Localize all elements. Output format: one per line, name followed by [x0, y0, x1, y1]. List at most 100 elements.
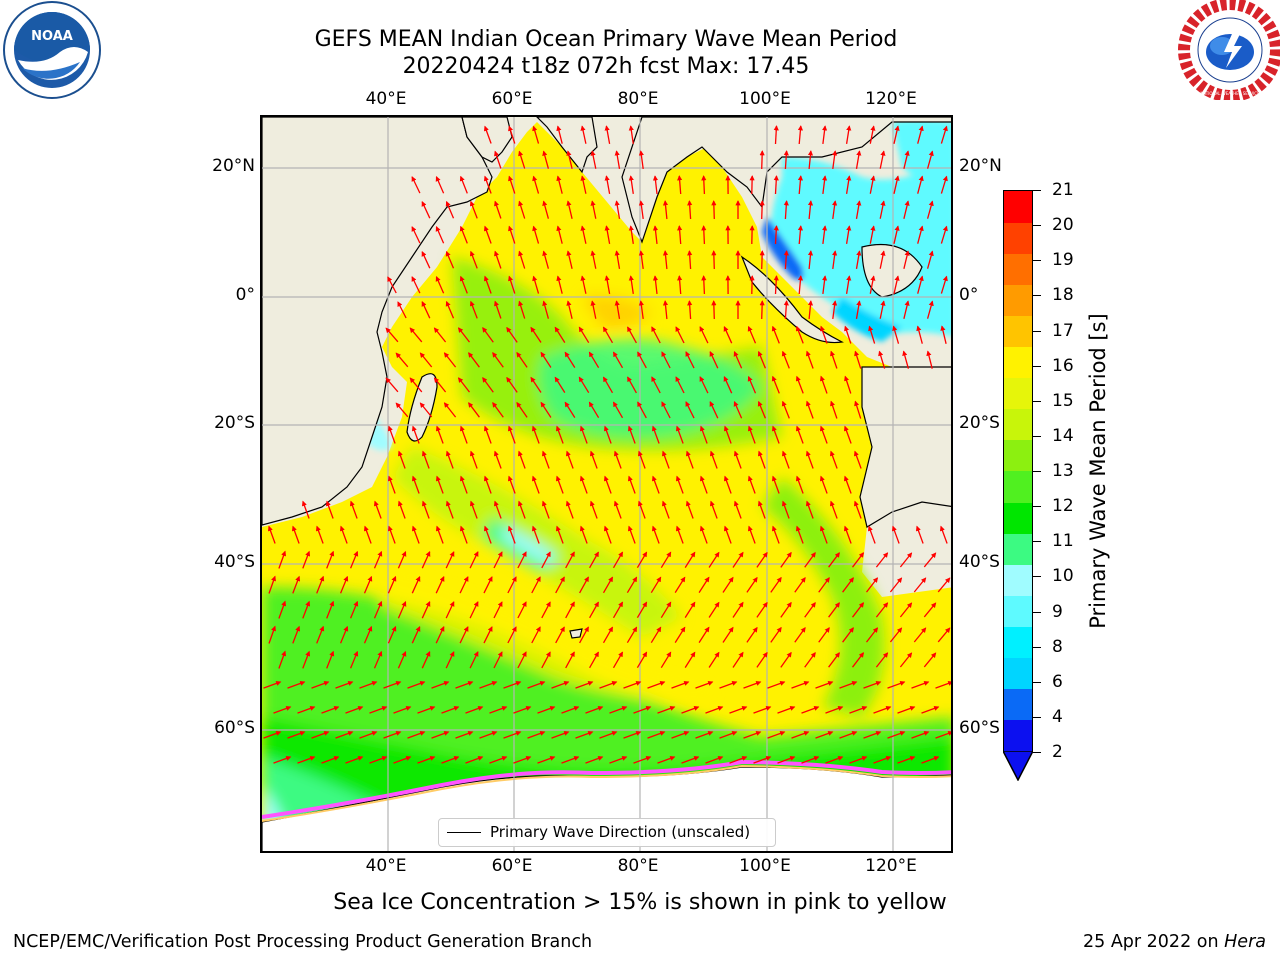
wave-arrow: [677, 175, 683, 195]
wave-arrow: [565, 651, 575, 669]
wave-arrow: [687, 300, 693, 320]
wave-arrow: [565, 500, 574, 519]
wave-arrow: [387, 525, 396, 544]
wave-arrow: [732, 551, 744, 568]
wave-arrow: [445, 651, 455, 669]
wave-arrow: [609, 755, 628, 764]
wave-arrow: [756, 651, 768, 668]
wave-arrow: [780, 601, 792, 618]
wave-arrow: [701, 275, 707, 295]
wave-arrow: [627, 525, 636, 544]
wave-arrow: [431, 730, 450, 739]
wave-arrow: [397, 601, 407, 619]
wave-arrow: [628, 175, 634, 194]
wave-arrow: [479, 680, 498, 689]
wave-arrow: [819, 425, 828, 444]
wave-arrow: [445, 601, 455, 619]
wave-arrow: [821, 175, 828, 194]
wave-arrow: [879, 150, 886, 169]
wave-arrow: [469, 500, 478, 519]
wave-arrow: [302, 550, 311, 569]
wave-arrow: [469, 601, 479, 619]
wave-arrow: [756, 601, 768, 618]
wave-arrow: [771, 425, 780, 444]
wave-arrow: [843, 425, 852, 444]
wave-arrow: [695, 680, 714, 689]
wave-arrow: [851, 602, 865, 618]
wave-arrow: [805, 350, 814, 369]
wave-arrow: [411, 226, 421, 244]
wave-arrow: [637, 401, 647, 419]
wave-arrow: [638, 250, 644, 269]
colorbar-tick-label: 19: [1052, 250, 1074, 271]
wave-arrow: [613, 450, 622, 469]
wave-arrow: [492, 401, 504, 418]
wave-arrow: [612, 601, 624, 619]
wave-arrow: [517, 500, 526, 519]
colorbar-label: Primary Wave Mean Period [s]: [1086, 313, 1110, 629]
wave-arrow: [628, 225, 634, 244]
wave-arrow: [363, 625, 373, 644]
wave-arrow: [723, 376, 733, 394]
wave-arrow: [671, 680, 690, 689]
wave-arrow: [829, 450, 838, 469]
wave-arrow: [845, 275, 852, 295]
wave-arrow: [867, 525, 876, 544]
wave-arrow: [791, 730, 810, 739]
wave-arrow: [839, 730, 858, 739]
wave-arrow: [855, 200, 862, 220]
wave-arrow: [268, 625, 277, 644]
colorbar-tickmark: [1033, 576, 1041, 578]
wave-arrow: [532, 125, 540, 144]
wave-arrow: [421, 500, 430, 519]
wave-arrow: [677, 275, 683, 295]
wave-arrow: [819, 325, 828, 344]
wave-arrow: [345, 755, 364, 764]
wave-arrow: [771, 325, 780, 344]
wave-arrow: [540, 401, 552, 418]
wave-arrow: [636, 601, 648, 619]
wave-arrow: [503, 680, 522, 689]
wave-arrow: [773, 175, 779, 195]
colorbar-segment: [1004, 408, 1032, 441]
wave-arrow: [278, 600, 287, 619]
wave-arrow: [681, 755, 700, 764]
lon-tick-top: 120°E: [865, 89, 917, 109]
colorbar-tick-label: 11: [1052, 531, 1074, 552]
wave-arrow: [845, 125, 852, 145]
wave-arrow: [263, 730, 282, 739]
wave-direction-arrows: [263, 125, 951, 764]
lat-tick-left: 40°S: [214, 552, 255, 572]
wave-arrow: [614, 300, 621, 320]
wave-arrow: [554, 376, 566, 393]
wave-arrow: [268, 575, 277, 594]
wave-arrow: [588, 401, 600, 419]
wave-arrow: [417, 755, 436, 764]
wave-arrow: [828, 552, 840, 568]
wave-arrow: [435, 276, 445, 294]
wave-arrow: [719, 730, 738, 739]
wave-arrow: [551, 730, 570, 739]
wave-arrow: [917, 275, 924, 294]
wave-arrow: [855, 300, 862, 320]
wave-arrow: [542, 300, 550, 319]
wave-arrow: [743, 680, 762, 689]
wave-arrow: [771, 475, 780, 494]
wave-arrow: [863, 680, 882, 689]
wave-arrow: [315, 525, 324, 544]
colorbar-segment: [1004, 315, 1032, 348]
wave-arrow: [940, 125, 948, 144]
wave-arrow: [854, 350, 862, 369]
wave-arrow: [903, 200, 910, 219]
wave-arrow: [657, 705, 676, 714]
wave-arrow: [652, 275, 659, 294]
wave-arrow: [819, 525, 828, 544]
wave-arrow: [483, 525, 492, 544]
wave-arrow: [297, 705, 316, 714]
colorbar-segment: [1004, 470, 1032, 503]
wave-arrow: [459, 626, 469, 644]
wave-arrow: [407, 680, 426, 689]
wave-arrow: [321, 755, 340, 764]
wave-arrow: [747, 475, 756, 494]
wave-arrow: [628, 125, 634, 144]
